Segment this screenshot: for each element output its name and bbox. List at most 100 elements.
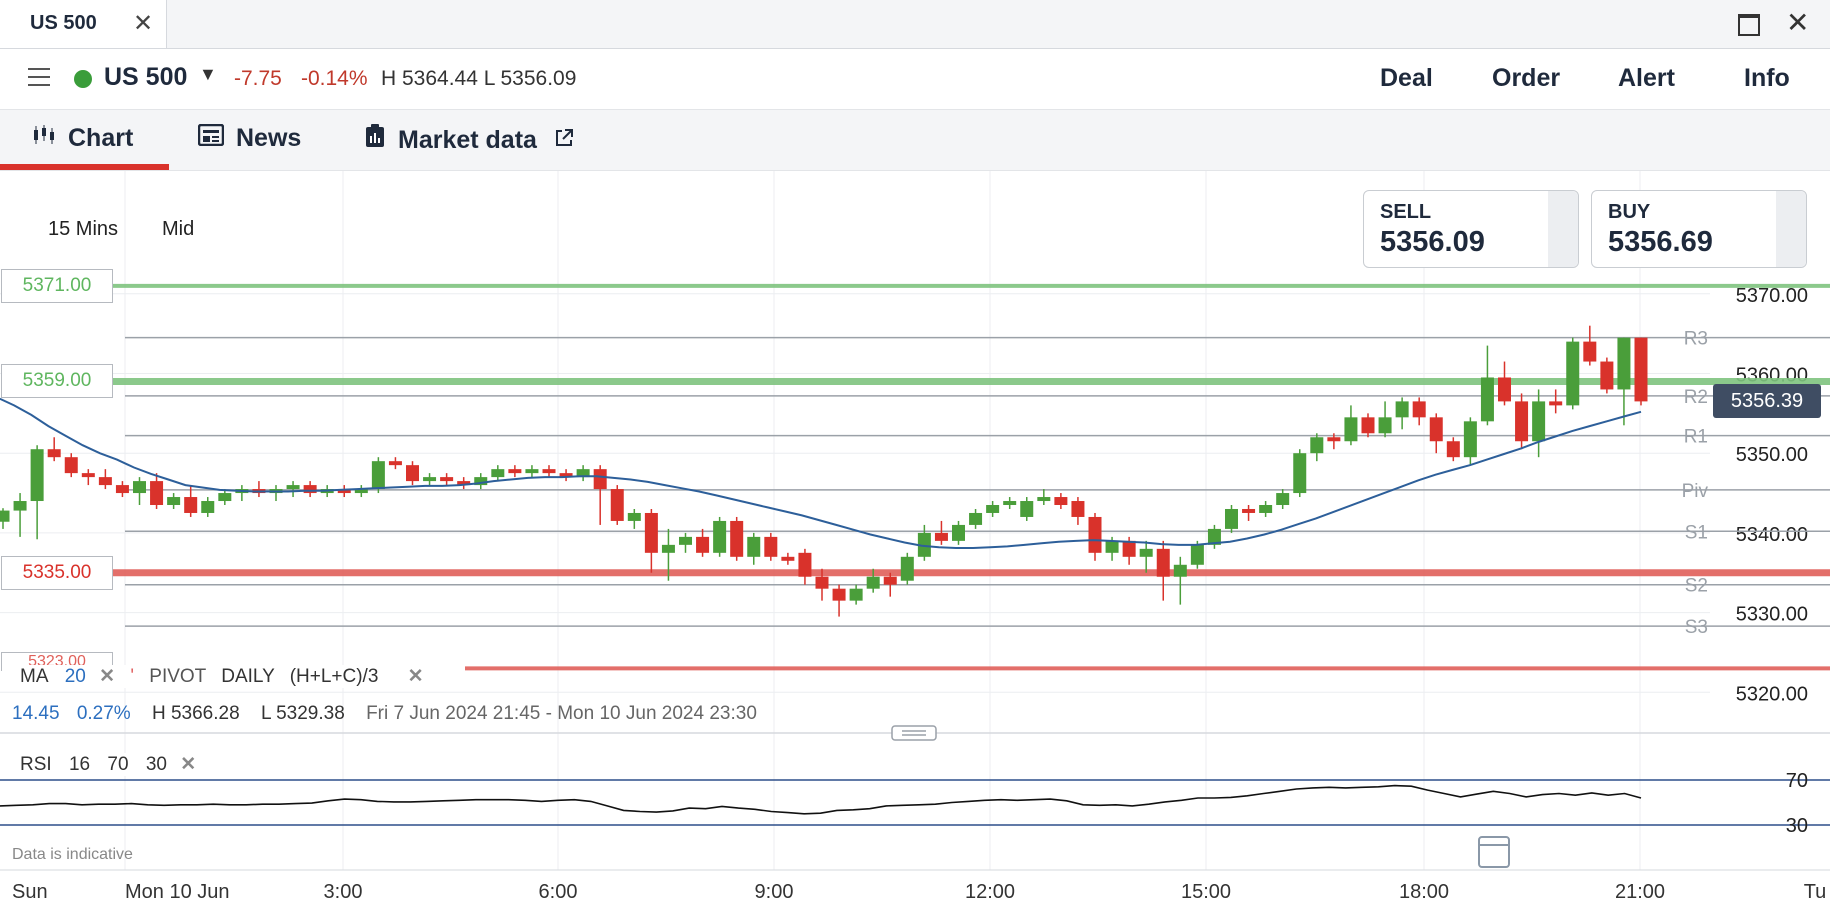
overlay-legend: MA 20 ✕ ' PIVOT DAILY (H+L+C)/3 ✕ [12,665,432,688]
remove-rsi-icon[interactable]: ✕ [180,754,197,775]
candle-up [30,449,44,502]
chevron-down-icon[interactable]: ▼ [199,64,217,84]
close-icon[interactable]: ✕ [133,10,154,37]
y-axis-tick-label: 5350.00 [1736,444,1808,466]
candle-down [1122,540,1136,557]
candle-down [47,449,61,458]
panel-resize-handle [891,725,937,741]
pivot-period[interactable]: DAILY [221,666,275,687]
pivot-formula[interactable]: (H+L+C)/3 [289,666,379,687]
x-axis-tick-label: 6:00 [539,881,578,903]
info-button[interactable]: Info [1744,64,1790,92]
candle-down [644,512,658,553]
candle-down [81,473,95,478]
buy-price: 5356.69 [1608,226,1713,258]
pivot-line-label: S2 [1685,576,1708,597]
menu-icon[interactable] [28,68,50,92]
range-stats: 14.45 0.27% H 5366.28 L 5329.38 Fri 7 Ju… [12,703,757,725]
range-change: 14.45 [12,703,60,724]
candle-up [917,532,931,557]
candle-down [337,489,351,494]
tab-chart[interactable]: Chart [32,124,133,153]
remove-pivot-icon[interactable]: ✕ [407,666,424,687]
candle-up [525,469,539,474]
tab-news[interactable]: News [197,123,301,153]
alert-level-label[interactable]: 5335.00 [1,556,113,590]
x-axis-tick-label: 9:00 [755,881,794,903]
timeframe-selector[interactable]: 15 Mins [48,218,119,240]
rsi-lower[interactable]: 30 [145,754,167,775]
candle-up [1259,505,1273,513]
calendar-icon[interactable] [1478,836,1510,868]
candle-up [1037,497,1051,502]
candle-down [832,588,846,601]
ma-period[interactable]: 20 [64,666,86,687]
candle-down [1634,337,1648,402]
candle-down [1412,401,1426,418]
title-bar: US 500 ✕ ✕ [0,0,1830,49]
x-axis-tick-label: Mon 10 Jun [125,881,230,903]
x-axis-tick-label: 12:00 [965,881,1015,903]
candle-down [730,520,744,557]
range-change-percent: 0.27% [76,703,131,724]
candle-up [1344,417,1358,442]
market-open-indicator [74,70,92,88]
alert-level-label[interactable]: 5371.00 [1,269,113,303]
price-type-selector[interactable]: Mid [162,218,195,240]
buy-button[interactable]: BUY 5356.69 [1591,190,1807,268]
candle-up [354,489,368,494]
candle-down [184,497,198,513]
candle-down [1446,441,1460,458]
sell-price: 5356.09 [1380,226,1485,258]
candle-down [1071,501,1085,517]
candle-down [508,469,522,474]
candle-down [440,477,454,482]
candle-up [1020,501,1034,517]
candle-up [576,469,590,478]
candle-up [423,477,437,482]
candle-up [1173,564,1187,577]
rsi-label: RSI [20,754,52,775]
rsi-period[interactable]: 16 [68,754,91,775]
candle-down [696,536,710,553]
candle-down [1429,417,1443,442]
alert-level-label[interactable]: 5359.00 [1,364,113,398]
candlestick-icon [32,124,56,153]
order-button[interactable]: Order [1492,64,1561,92]
candle-up [167,497,181,506]
candle-down [883,576,897,585]
remove-ma-icon[interactable]: ✕ [99,666,116,687]
candle-up [866,576,880,589]
instrument-name[interactable]: US 500 [104,63,188,91]
alert-button[interactable]: Alert [1618,64,1675,92]
candle-down [781,556,795,561]
y-axis-tick-label: 5340.00 [1736,524,1808,546]
active-tab-indicator [0,164,169,170]
candle-up [371,461,385,490]
sell-button[interactable]: SELL 5356.09 [1363,190,1579,268]
candle-up [0,510,10,522]
deal-button[interactable]: Deal [1380,64,1433,92]
window-close-icon[interactable]: ✕ [1786,7,1810,38]
pivot-line-label: R2 [1684,387,1708,408]
price-change: -7.75 [234,67,282,90]
candle-down [798,552,812,577]
x-axis-tick-label: Tu [1804,881,1827,903]
range-dates: Fri 7 Jun 2024 21:45 - Mon 10 Jun 2024 2… [366,703,757,724]
candle-up [1463,421,1477,458]
tab-market-data[interactable]: Market data [364,124,574,155]
price-chart[interactable]: Sun Mon 10 Jun 3:00 6:00 9:00 12:00 15:00 18:00… [0,171,1830,906]
candle-up [661,544,675,553]
candle-down [98,477,112,486]
maximize-icon[interactable] [1738,14,1760,36]
candle-down [934,532,948,541]
window-tab[interactable]: US 500 ✕ [0,0,167,48]
tab-chart-label: Chart [68,124,134,152]
candle-down [1498,377,1511,402]
candle-down [1600,361,1614,390]
rsi-upper[interactable]: 70 [107,754,129,775]
candle-down [406,465,419,482]
tab-market-data-label: Market data [398,126,537,154]
x-axis-tick-label: Sun [12,881,48,903]
pivot-label: PIVOT [149,666,206,687]
